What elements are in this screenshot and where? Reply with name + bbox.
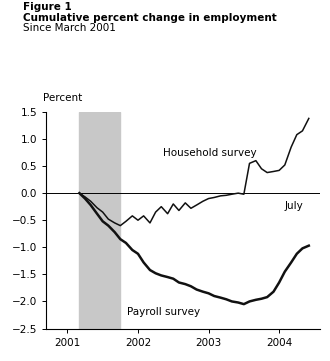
Text: Since March 2001: Since March 2001	[23, 23, 116, 34]
Text: Cumulative percent change in employment: Cumulative percent change in employment	[23, 13, 277, 23]
Text: July: July	[285, 201, 304, 212]
Text: Figure 1: Figure 1	[23, 2, 72, 12]
Text: Percent: Percent	[44, 93, 83, 103]
Bar	[80, 112, 120, 329]
Text: Payroll survey: Payroll survey	[127, 307, 201, 317]
Text: Household survey: Household survey	[163, 148, 256, 158]
